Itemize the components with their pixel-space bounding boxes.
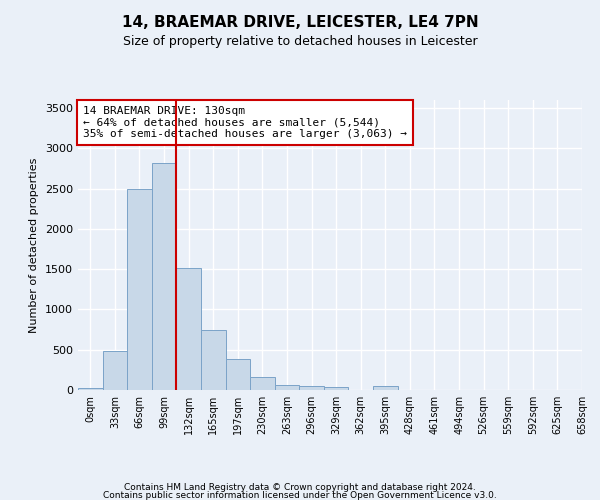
Bar — [373, 386, 398, 390]
Text: 14 BRAEMAR DRIVE: 130sqm
← 64% of detached houses are smaller (5,544)
35% of sem: 14 BRAEMAR DRIVE: 130sqm ← 64% of detach… — [83, 106, 407, 139]
Bar — [324, 387, 349, 390]
Y-axis label: Number of detached properties: Number of detached properties — [29, 158, 40, 332]
Bar — [275, 385, 299, 390]
Bar — [103, 350, 127, 390]
Text: Size of property relative to detached houses in Leicester: Size of property relative to detached ho… — [122, 34, 478, 48]
Bar — [176, 268, 201, 390]
Bar — [250, 377, 275, 390]
Text: Contains HM Land Registry data © Crown copyright and database right 2024.: Contains HM Land Registry data © Crown c… — [124, 483, 476, 492]
Text: 14, BRAEMAR DRIVE, LEICESTER, LE4 7PN: 14, BRAEMAR DRIVE, LEICESTER, LE4 7PN — [122, 15, 478, 30]
Text: Contains public sector information licensed under the Open Government Licence v3: Contains public sector information licen… — [103, 492, 497, 500]
Bar — [226, 360, 250, 390]
Bar — [299, 386, 324, 390]
Bar — [201, 330, 226, 390]
Bar — [152, 163, 176, 390]
Bar — [127, 188, 152, 390]
Bar — [78, 388, 103, 390]
